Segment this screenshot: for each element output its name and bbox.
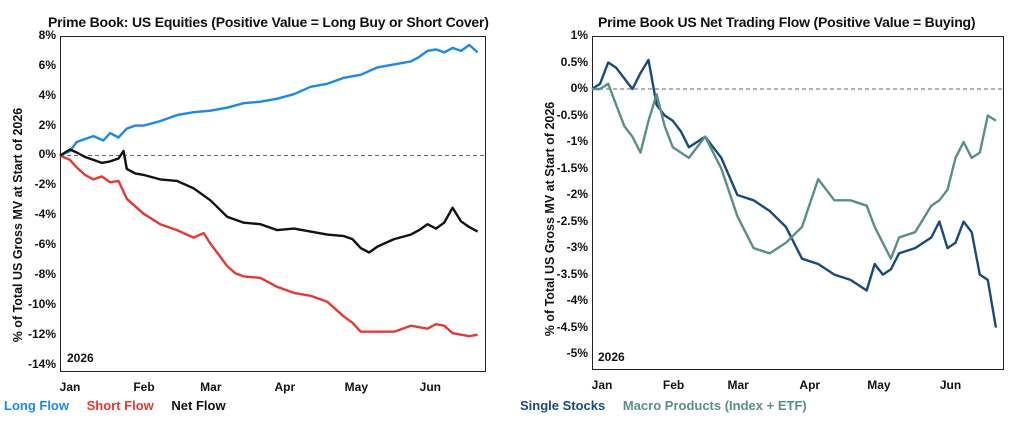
y-tick-label: -0.5% (556, 107, 588, 122)
y-tick-label: -6% (34, 237, 56, 252)
y-tick-label: 2% (38, 117, 56, 132)
plot-area (592, 36, 1004, 370)
y-tick-label: -8% (34, 266, 56, 281)
series-line-macro-products-index-etf (592, 82, 997, 260)
x-tick-label: Apr (274, 380, 296, 394)
y-tick-label: -5% (566, 346, 588, 361)
series-line-single-stocks (591, 58, 998, 328)
y-tick-label: -12% (27, 326, 56, 341)
x-tick-label: Jun (939, 378, 962, 392)
legend: Long Flow Short Flow Net Flow (4, 398, 240, 413)
legend-item-net-flow: Net Flow (171, 398, 226, 413)
y-tick-label: -4% (566, 293, 588, 308)
x-tick-label: Feb (133, 380, 155, 394)
year-label: 2026 (598, 350, 625, 364)
x-tick-label: May (344, 380, 368, 394)
x-tick-label: Jan (59, 380, 81, 394)
y-tick-label: 0% (38, 147, 56, 162)
y-tick-label: 0.5% (560, 54, 588, 69)
legend-item-short-flow: Short Flow (86, 398, 154, 413)
x-tick-label: Jan (591, 378, 613, 392)
y-tick-label: -2.5% (556, 213, 588, 228)
y-tick-label: 4% (38, 87, 56, 102)
y-tick-label: -2% (566, 187, 588, 202)
y-tick-label: 0% (570, 81, 588, 96)
y-tick-label: -1% (566, 134, 588, 149)
x-tick-label: Mar (200, 380, 222, 394)
chart-panel-net-trading-flow: Prime Book US Net Trading Flow (Positive… (512, 0, 1024, 424)
line-chart (591, 58, 1004, 328)
legend-item-single-stocks: Single Stocks (520, 398, 606, 413)
y-tick-label: -4.5% (556, 319, 588, 334)
y-tick-label: -14% (27, 356, 56, 371)
plot-area (60, 36, 486, 372)
year-label: 2026 (67, 351, 94, 365)
legend-item-long-flow: Long Flow (4, 398, 69, 413)
line-chart (59, 43, 486, 338)
y-tick-label: -4% (34, 207, 56, 222)
chart-title: Prime Book US Net Trading Flow (Positive… (598, 14, 976, 30)
chart-title: Prime Book: US Equities (Positive Value … (48, 14, 489, 30)
x-tick-label: Jun (419, 380, 442, 394)
y-tick-label: 1% (570, 28, 588, 42)
legend-item-macro-products: Macro Products (Index + ETF) (622, 398, 807, 413)
y-axis-label: % of Total US Gross MV at Start of 2026 (11, 107, 25, 343)
y-tick-label: -2% (34, 177, 56, 192)
chart-panel-us-equities: Prime Book: US Equities (Positive Value … (0, 0, 500, 424)
series-line-net-flow (59, 148, 479, 254)
y-tick-label: -3.5% (556, 266, 588, 281)
y-tick-label: 8% (38, 28, 56, 42)
legend: Single Stocks Macro Products (Index + ET… (520, 398, 821, 413)
y-tick-label: -3% (566, 240, 588, 255)
series-line-long-flow (59, 43, 479, 157)
x-tick-label: Feb (662, 378, 685, 392)
series-line-short-flow (59, 154, 478, 338)
y-tick-label: -1.5% (556, 160, 588, 175)
y-tick-label: -10% (27, 296, 56, 311)
x-tick-label: Apr (799, 378, 821, 392)
x-tick-label: May (867, 378, 891, 392)
y-tick-label: 6% (38, 57, 56, 72)
x-tick-label: Mar (727, 378, 749, 392)
